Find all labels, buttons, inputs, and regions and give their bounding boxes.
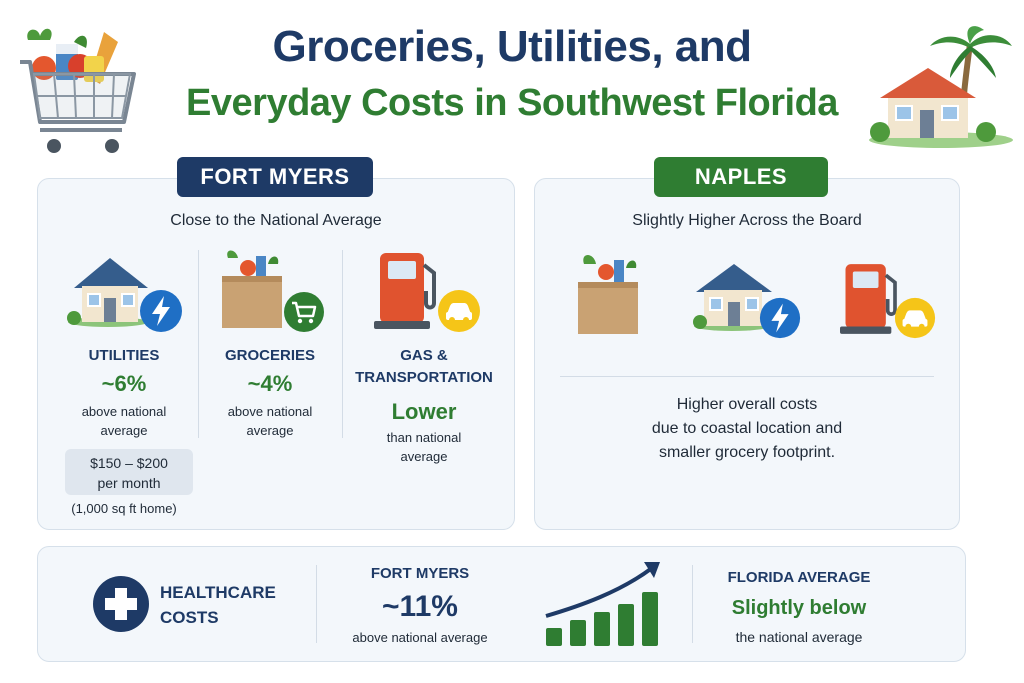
groceries-value: ~4% <box>247 371 293 396</box>
utilities-value: ~6% <box>101 371 147 396</box>
naples-text-line: smaller grocery footprint. <box>658 444 836 461</box>
column-divider <box>198 250 199 438</box>
healthcare-fm-label: FORT MYERS <box>370 565 470 582</box>
naples-panel <box>534 178 960 530</box>
gas-value: Lower <box>391 399 457 424</box>
gas-label: GAS & <box>400 347 448 364</box>
healthcare-panel <box>37 546 966 662</box>
utilities-note-2: average <box>100 423 148 438</box>
healthcare-label: HEALTHCARE COSTS <box>160 580 290 630</box>
column-divider <box>342 250 343 438</box>
utilities-label: UTILITIES <box>88 347 160 364</box>
utilities-cost-period: per month <box>97 475 161 491</box>
gas-label-2: TRANSPORTATION <box>355 369 493 386</box>
healthcare-fl-label: FLORIDA AVERAGE <box>727 569 871 586</box>
naples-divider <box>560 376 934 377</box>
utilities-cost: $150 – $200 <box>90 455 168 471</box>
medical-cross-icon <box>93 576 149 632</box>
lightning-icon <box>759 297 801 339</box>
naples-description: Higher overall costs due to coastal loca… <box>560 393 934 465</box>
groceries-note-2: average <box>246 423 294 438</box>
shopping-cart-icon <box>20 28 136 153</box>
healthcare-divider <box>316 565 317 643</box>
naples-tag: NAPLES <box>654 157 828 197</box>
gas-pump-icon <box>374 253 436 329</box>
naples-subtitle: Slightly Higher Across the Board <box>632 212 862 229</box>
page-title: Groceries, Utilities, and <box>272 22 753 71</box>
cart-badge-icon <box>284 292 324 332</box>
healthcare-label-line: COSTS <box>160 608 219 627</box>
grocery-bag-icon <box>222 250 282 328</box>
utilities-note: above national <box>81 404 167 419</box>
utilities-cost-note: (1,000 sq ft home) <box>71 501 177 516</box>
naples-text-line: Higher overall costs <box>676 396 818 413</box>
fort-myers-subtitle: Close to the National Average <box>170 212 382 229</box>
utilities-cost-box: $150 – $200 per month <box>65 449 193 495</box>
page-subtitle: Everyday Costs in Southwest Florida <box>186 82 838 124</box>
fort-myers-tag: FORT MYERS <box>177 157 373 197</box>
grocery-bag-icon <box>578 255 638 334</box>
gas-note: than national <box>386 430 462 445</box>
healthcare-divider <box>692 565 693 643</box>
house-icon <box>693 264 772 331</box>
house-palm-icon <box>869 26 1013 148</box>
gas-pump-icon <box>840 264 897 334</box>
growth-chart-icon <box>545 562 660 646</box>
groceries-note: above national <box>227 404 313 419</box>
lightning-icon <box>140 290 182 332</box>
healthcare-fm-note: above national average <box>352 630 488 645</box>
car-icon <box>894 297 936 339</box>
gas-note-2: average <box>400 449 448 464</box>
car-icon <box>438 290 480 332</box>
healthcare-fl-note: the national average <box>735 629 863 645</box>
healthcare-fl-value: Slightly below <box>731 597 867 619</box>
house-icon <box>67 258 148 327</box>
healthcare-fm-value: ~11% <box>382 590 458 623</box>
naples-text-line: due to coastal location and <box>651 420 843 437</box>
healthcare-label-line: HEALTHCARE <box>160 583 276 602</box>
groceries-label: GROCERIES <box>224 347 315 364</box>
